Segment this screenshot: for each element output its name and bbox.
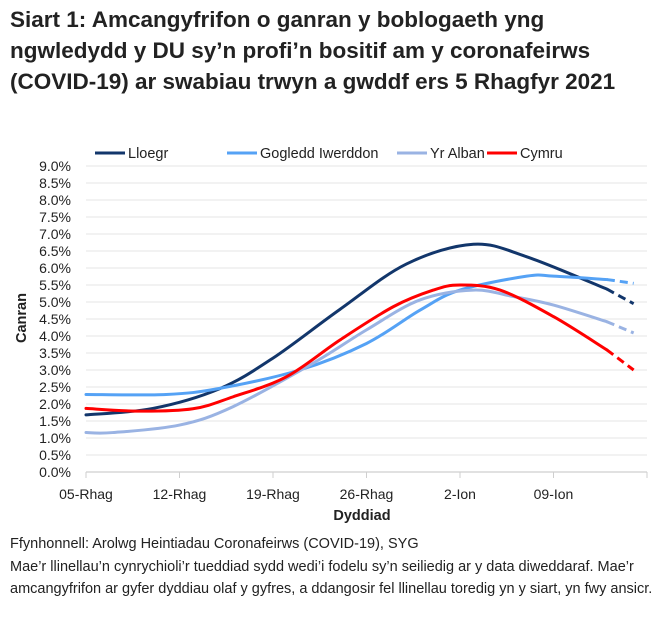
y-tick-label: 2.0% — [39, 396, 71, 412]
methodology-note: Mae’r llinellau’n cynrychioli’r tueddiad… — [10, 558, 653, 598]
y-tick-label: 6.0% — [39, 260, 71, 276]
x-axis-label: Dyddiad — [333, 508, 390, 524]
y-tick-label: 1.5% — [39, 413, 71, 429]
series-projection-gogledd-iwerddon — [606, 278, 634, 285]
x-tick-label: 09-Ion — [534, 486, 574, 502]
legend-item: Lloegr — [95, 146, 168, 162]
y-tick-label: 3.5% — [39, 345, 71, 361]
y-tick-label: 0.5% — [39, 447, 71, 463]
y-tick-label: 9.0% — [39, 158, 71, 174]
source-note: Ffynhonnell: Arolwg Heintiadau Coronafei… — [10, 536, 419, 552]
y-tick-label: 8.0% — [39, 192, 71, 208]
series-line-gogledd-iwerddon — [84, 273, 609, 397]
gridlines — [86, 165, 647, 456]
x-axis: 05-Rhag 12-Rhag 19-Rhag 26-Rhag 2-Ion 09-Ion — [59, 471, 648, 502]
y-tick-label: 2.5% — [39, 379, 71, 395]
y-tick-label: 0.0% — [39, 464, 71, 480]
legend-label: Lloegr — [128, 146, 168, 162]
y-tick-label: 5.5% — [39, 277, 71, 293]
x-tick-label: 19-Rhag — [246, 486, 300, 502]
footer: Ffynhonnell: Arolwg Heintiadau Coronafei… — [10, 533, 655, 601]
y-tick-label: 3.0% — [39, 362, 71, 378]
y-axis-label: Canran — [14, 293, 30, 343]
y-tick-label: 5.0% — [39, 294, 71, 310]
series-lines — [84, 242, 635, 435]
y-tick-label: 6.5% — [39, 243, 71, 259]
y-tick-label: 7.5% — [39, 209, 71, 225]
y-tick-label: 1.0% — [39, 430, 71, 446]
y-axis-tick-labels: 0.0%0.5%1.0%1.5%2.0%2.5%3.0%3.5%4.0%4.5%… — [39, 158, 71, 480]
legend-label: Yr Alban — [430, 146, 485, 162]
series-projection-lloegr — [606, 287, 635, 306]
series-line-yr-alban — [84, 288, 609, 435]
series-projection-yr-alban — [606, 320, 635, 335]
y-tick-label: 8.5% — [39, 175, 71, 191]
legend-label: Gogledd Iwerddon — [260, 146, 379, 162]
y-tick-label: 4.0% — [39, 328, 71, 344]
series-projection-cymru — [606, 348, 635, 372]
x-tick-label: 12-Rhag — [153, 486, 207, 502]
y-tick-label: 7.0% — [39, 226, 71, 242]
series-line-cymru — [84, 283, 609, 413]
y-tick-label: 4.5% — [39, 311, 71, 327]
legend-item: Gogledd Iwerddon — [227, 146, 379, 162]
legend: Lloegr Gogledd Iwerddon Yr Alban Cymru — [95, 146, 563, 162]
x-tick-label: 26-Rhag — [340, 486, 394, 502]
legend-label: Cymru — [520, 146, 563, 162]
legend-item: Yr Alban — [397, 146, 485, 162]
legend-item: Cymru — [487, 146, 563, 162]
chart-title: Siart 1: Amcangyfrifon o ganran y boblog… — [10, 7, 616, 94]
x-tick-label: 2-Ion — [444, 486, 476, 502]
series-line-lloegr — [84, 242, 609, 417]
x-tick-label: 05-Rhag — [59, 486, 113, 502]
